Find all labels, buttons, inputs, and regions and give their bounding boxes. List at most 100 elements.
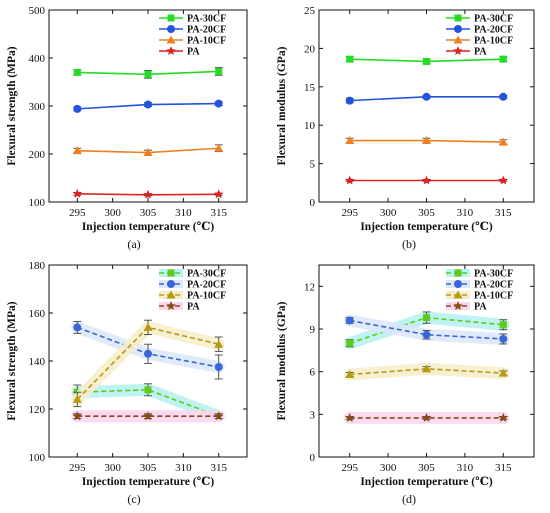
data-point [499, 92, 508, 101]
data-point [422, 92, 431, 101]
panel-caption: (b) [402, 237, 416, 251]
series-pa-20cf [71, 320, 225, 380]
x-tick-label: 310 [457, 462, 474, 474]
data-point [72, 411, 82, 421]
legend-label: PA-10CF [187, 36, 226, 47]
data-point [346, 339, 354, 347]
y-tick-label: 160 [29, 308, 46, 320]
x-tick-label: 315 [210, 207, 227, 219]
data-point [214, 363, 223, 371]
data-point [144, 349, 152, 358]
data-point [498, 368, 508, 377]
legend-marker [167, 269, 175, 277]
data-point [214, 143, 224, 152]
data-point [421, 412, 432, 422]
y-tick-label: 10 [304, 120, 316, 132]
panel-caption: (a) [127, 237, 140, 251]
series-pa-10cf [343, 362, 510, 381]
data-point [423, 314, 430, 322]
y-tick-label: 6 [310, 367, 316, 379]
legend-label: PA-30CF [474, 269, 513, 280]
data-point [73, 104, 82, 113]
series-pa-10cf [71, 319, 225, 408]
series-pa-30cf [345, 55, 508, 65]
data-point [422, 136, 431, 145]
data-point [499, 55, 507, 63]
x-tick-label: 295 [341, 207, 358, 219]
data-point [345, 96, 354, 105]
legend-marker [454, 25, 462, 33]
y-tick-label: 25 [304, 5, 316, 17]
data-point [422, 364, 431, 373]
y-tick-label: 100 [29, 197, 46, 209]
series-line [349, 319, 504, 340]
legend-label: PA-30CF [474, 14, 513, 25]
y-axis-label: Flexural strength (MPa) [6, 46, 18, 165]
x-tick-label: 310 [457, 207, 474, 219]
x-axis-label: Injection temperature (℃) [360, 476, 493, 488]
y-tick-label: 500 [29, 5, 46, 17]
data-point [72, 188, 82, 198]
x-tick-label: 300 [104, 462, 121, 474]
data-point [143, 322, 153, 331]
data-point [423, 57, 430, 65]
legend-label: PA-20CF [474, 280, 513, 291]
data-point [214, 339, 224, 348]
data-point [421, 175, 432, 185]
x-tick-label: 315 [210, 462, 227, 474]
data-point [345, 370, 355, 379]
x-tick-label: 305 [418, 462, 435, 474]
series-pa-30cf [343, 311, 510, 350]
series-line [77, 388, 219, 417]
series-pa-20cf [345, 92, 508, 105]
legend-label: PA-10CF [474, 291, 513, 302]
legend-label: PA [474, 47, 487, 58]
series-pa-20cf [73, 99, 223, 113]
data-point [499, 321, 507, 329]
legend-marker [453, 301, 463, 310]
data-point [215, 67, 223, 75]
series-pa [345, 175, 508, 185]
data-point [73, 68, 81, 76]
x-tick-label: 300 [104, 207, 121, 219]
data-point [498, 175, 508, 185]
y-tick-label: 15 [304, 82, 316, 94]
data-point [144, 70, 152, 78]
legend-marker [453, 290, 463, 299]
legend-label: PA-20CF [187, 280, 226, 291]
y-tick-label: 400 [29, 53, 46, 65]
y-axis-label: Flexural strength (MPa) [6, 301, 18, 420]
data-point [72, 394, 82, 403]
x-tick-label: 300 [380, 207, 397, 219]
y-tick-label: 180 [29, 260, 46, 272]
data-point [345, 316, 354, 325]
data-point [499, 334, 508, 343]
legend-marker [453, 46, 463, 55]
y-tick-label: 100 [29, 452, 46, 464]
data-point [214, 189, 224, 199]
y-axis-label: Flexural modulus (GPa) [276, 46, 288, 165]
data-point [345, 175, 355, 185]
series-pa-20cf [343, 314, 510, 345]
y-tick-label: 5 [310, 159, 316, 171]
data-point [72, 146, 82, 155]
data-point [214, 411, 224, 421]
y-tick-label: 0 [310, 452, 316, 464]
legend-label: PA-30CF [187, 269, 226, 280]
legend-label: PA-10CF [474, 36, 513, 47]
legend-label: PA-20CF [474, 25, 513, 36]
legend-marker [166, 46, 176, 55]
data-point [422, 330, 431, 339]
legend-marker [454, 269, 462, 277]
y-tick-label: 20 [304, 43, 316, 55]
legend-marker [166, 290, 176, 299]
series-pa [343, 411, 510, 424]
x-tick-label: 295 [341, 462, 358, 474]
x-tick-label: 305 [140, 207, 157, 219]
legend-label: PA [474, 302, 487, 313]
legend-marker [454, 280, 462, 288]
